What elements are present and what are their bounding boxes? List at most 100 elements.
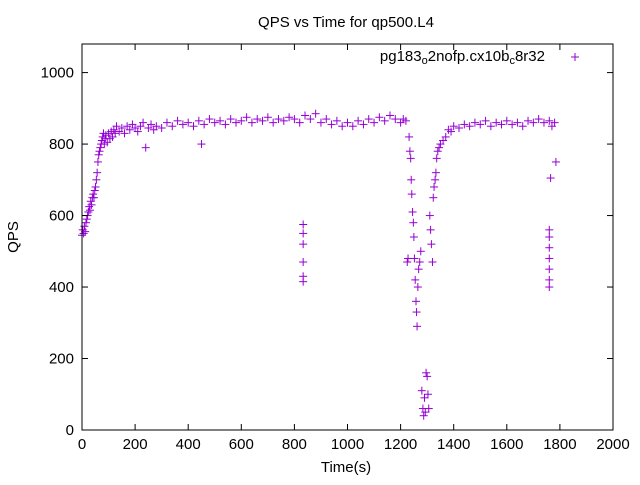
chart-title: QPS vs Time for qp500.L4 bbox=[258, 14, 434, 31]
data-point bbox=[486, 122, 495, 131]
data-point bbox=[545, 233, 554, 241]
data-point bbox=[178, 120, 187, 129]
data-point bbox=[322, 115, 331, 124]
data-point bbox=[316, 118, 325, 127]
data-point bbox=[414, 265, 423, 274]
data-point bbox=[409, 233, 418, 241]
data-point bbox=[518, 122, 527, 131]
data-point bbox=[476, 120, 485, 129]
data-point bbox=[508, 120, 517, 129]
x-tick-label: 1800 bbox=[543, 436, 576, 453]
data-point bbox=[420, 393, 429, 402]
data-point bbox=[93, 168, 102, 177]
x-tick-label: 1200 bbox=[384, 436, 417, 453]
data-point bbox=[269, 118, 278, 127]
data-point bbox=[327, 120, 336, 129]
data-point bbox=[95, 147, 104, 156]
data-point bbox=[285, 113, 294, 122]
data-point bbox=[306, 115, 315, 124]
data-point bbox=[431, 175, 440, 184]
data-point bbox=[85, 206, 94, 215]
data-point bbox=[449, 122, 458, 131]
y-tick-label: 800 bbox=[49, 136, 74, 153]
data-point bbox=[343, 118, 352, 127]
data-point bbox=[502, 116, 511, 125]
legend-label-subscript: c bbox=[509, 55, 515, 67]
data-point bbox=[545, 243, 554, 252]
x-tick-label: 1000 bbox=[331, 436, 364, 453]
data-point bbox=[231, 118, 240, 127]
data-point bbox=[405, 147, 414, 156]
data-point bbox=[411, 297, 420, 306]
x-tick-label: 1600 bbox=[490, 436, 523, 453]
data-point bbox=[419, 411, 428, 420]
data-point bbox=[431, 168, 440, 177]
data-point bbox=[139, 118, 148, 127]
data-point bbox=[242, 113, 251, 122]
data-point bbox=[545, 283, 554, 292]
data-point bbox=[79, 229, 88, 238]
data-point bbox=[534, 115, 543, 124]
data-point bbox=[413, 283, 422, 292]
data-point bbox=[125, 125, 134, 134]
x-tick-label: 800 bbox=[282, 436, 307, 453]
x-tick-label: 1400 bbox=[437, 436, 470, 453]
data-point bbox=[90, 186, 99, 195]
data-point bbox=[274, 115, 283, 124]
data-point bbox=[111, 129, 120, 138]
data-point bbox=[460, 120, 469, 129]
data-point bbox=[86, 197, 95, 206]
data-point bbox=[299, 258, 308, 267]
data-point bbox=[359, 120, 368, 129]
data-point bbox=[424, 404, 433, 413]
data-point bbox=[497, 120, 506, 129]
data-point bbox=[380, 116, 389, 125]
data-point bbox=[221, 120, 230, 129]
data-point bbox=[84, 207, 93, 216]
data-point bbox=[408, 207, 417, 216]
data-point bbox=[429, 193, 438, 202]
x-tick-label: 0 bbox=[78, 436, 86, 453]
data-point bbox=[433, 147, 442, 156]
x-tick-label: 600 bbox=[229, 436, 254, 453]
legend-marker bbox=[571, 53, 579, 61]
data-point bbox=[205, 115, 214, 124]
data-point bbox=[91, 182, 100, 191]
data-point bbox=[407, 190, 416, 199]
x-tick-label: 200 bbox=[123, 436, 148, 453]
data-point bbox=[263, 113, 272, 122]
data-point bbox=[492, 118, 501, 127]
data-point bbox=[338, 122, 347, 131]
data-point bbox=[299, 277, 308, 286]
data-point bbox=[551, 157, 560, 166]
data-point bbox=[546, 174, 555, 183]
data-point bbox=[411, 275, 420, 284]
data-point bbox=[290, 115, 299, 124]
legend: pg183o2nofp.cx10bc8r32 bbox=[380, 48, 579, 67]
data-point bbox=[189, 122, 198, 131]
data-point bbox=[81, 227, 90, 236]
data-point bbox=[428, 258, 437, 267]
y-tick-label: 400 bbox=[49, 279, 74, 296]
x-tick-label: 400 bbox=[176, 436, 201, 453]
legend-label: pg183o2nofp.cx10bc8r32 bbox=[380, 48, 545, 67]
data-point bbox=[200, 120, 209, 129]
data-point bbox=[253, 115, 262, 124]
data-point bbox=[385, 111, 394, 120]
data-point bbox=[295, 118, 304, 127]
data-point bbox=[247, 118, 256, 127]
data-point bbox=[87, 200, 96, 209]
data-point bbox=[147, 120, 156, 129]
data-point bbox=[141, 143, 150, 152]
data-point bbox=[299, 229, 308, 238]
data-point bbox=[237, 116, 246, 125]
data-point bbox=[423, 390, 432, 399]
data-point bbox=[426, 225, 435, 234]
data-point bbox=[162, 118, 171, 127]
data-point bbox=[529, 118, 538, 127]
data-point bbox=[194, 116, 203, 125]
data-point bbox=[401, 116, 410, 125]
